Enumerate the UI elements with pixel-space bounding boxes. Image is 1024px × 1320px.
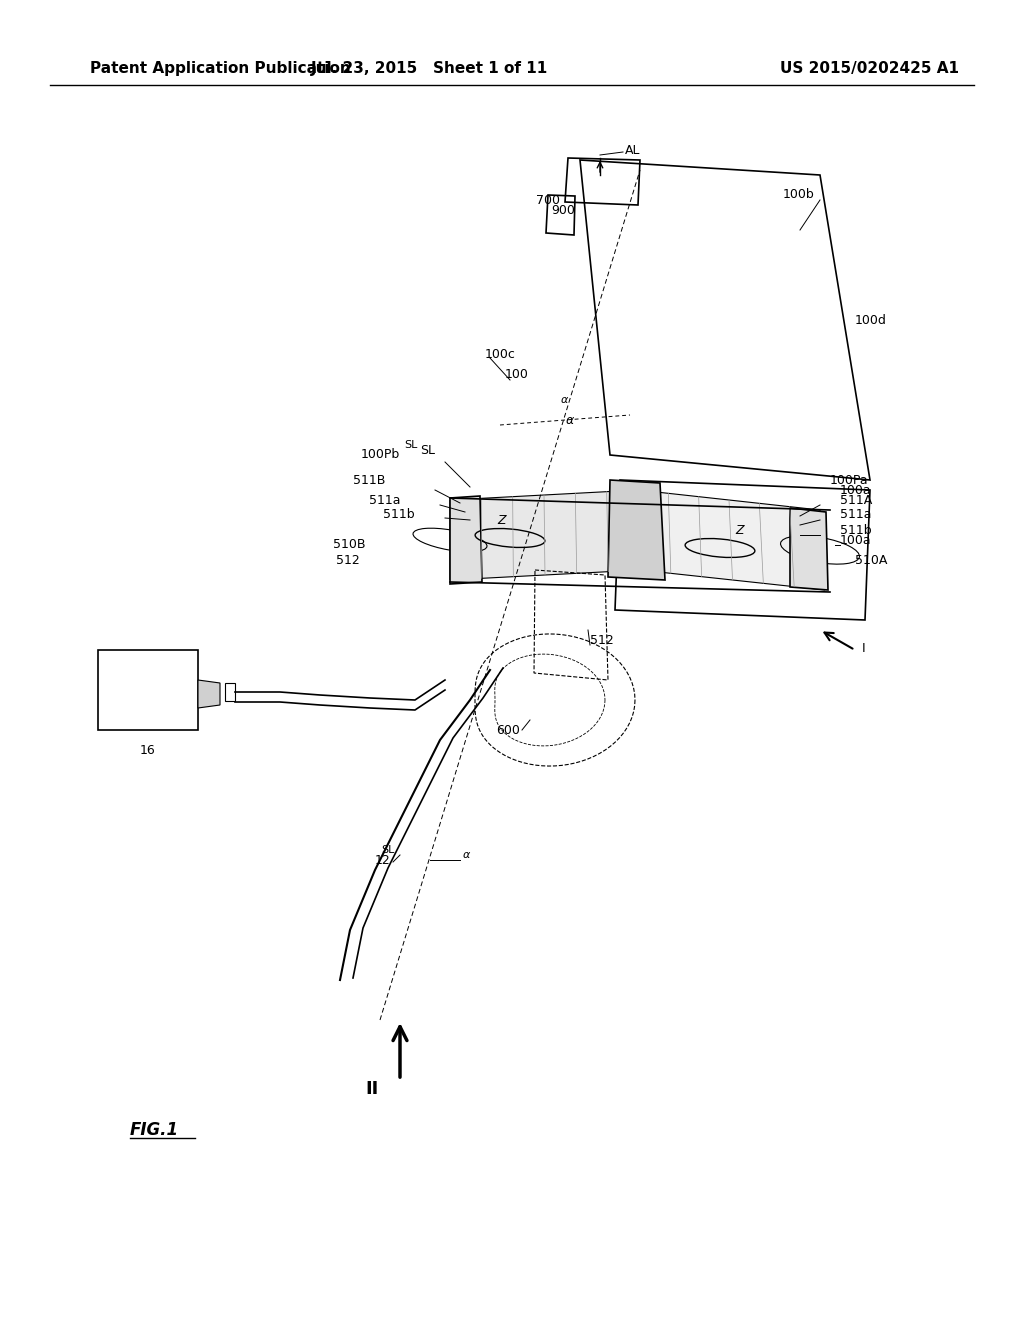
Text: 100Pb: 100Pb [360, 449, 400, 462]
Text: 700: 700 [536, 194, 560, 206]
Text: 511a: 511a [840, 508, 871, 521]
Text: Z: Z [735, 524, 744, 536]
Text: 600: 600 [496, 723, 520, 737]
Text: 510B: 510B [333, 539, 365, 552]
Text: 511A: 511A [840, 494, 872, 507]
Polygon shape [450, 490, 640, 579]
Text: 12: 12 [374, 854, 390, 866]
Text: 100c: 100c [485, 348, 516, 362]
Text: Z: Z [498, 513, 506, 527]
Text: II: II [366, 1080, 379, 1098]
Text: SL: SL [404, 440, 418, 450]
Text: 510A: 510A [855, 553, 888, 566]
Text: 900: 900 [551, 203, 575, 216]
Text: 511b: 511b [383, 508, 415, 521]
Polygon shape [198, 680, 220, 708]
Text: $\alpha$: $\alpha$ [565, 413, 575, 426]
Text: US 2015/0202425 A1: US 2015/0202425 A1 [780, 61, 959, 75]
Text: 100b: 100b [783, 189, 815, 202]
Text: SL: SL [420, 444, 435, 457]
Polygon shape [638, 490, 825, 590]
Text: 511a: 511a [369, 494, 400, 507]
Text: SL: SL [382, 845, 395, 855]
Text: Patent Application Publication: Patent Application Publication [90, 61, 351, 75]
Text: 512: 512 [336, 553, 360, 566]
Bar [225, 682, 234, 701]
Polygon shape [608, 480, 665, 579]
Text: 100a: 100a [840, 533, 871, 546]
Text: AL: AL [625, 144, 640, 157]
Text: 512: 512 [590, 634, 613, 647]
Text: 100Pa: 100Pa [830, 474, 868, 487]
Text: Jul. 23, 2015   Sheet 1 of 11: Jul. 23, 2015 Sheet 1 of 11 [311, 61, 549, 75]
Polygon shape [790, 508, 828, 590]
Text: I: I [862, 642, 865, 655]
Text: FIG.1: FIG.1 [130, 1121, 179, 1139]
Text: 511B: 511B [352, 474, 385, 487]
Text: 100d: 100d [855, 314, 887, 326]
Text: 100: 100 [505, 368, 528, 381]
Text: 511b: 511b [840, 524, 871, 536]
Text: 16: 16 [140, 743, 156, 756]
Polygon shape [450, 496, 482, 583]
Text: 100a: 100a [840, 483, 871, 496]
Bar [98, 649, 198, 730]
Text: $\alpha$: $\alpha$ [560, 395, 569, 405]
Text: $\alpha$: $\alpha$ [462, 850, 471, 861]
